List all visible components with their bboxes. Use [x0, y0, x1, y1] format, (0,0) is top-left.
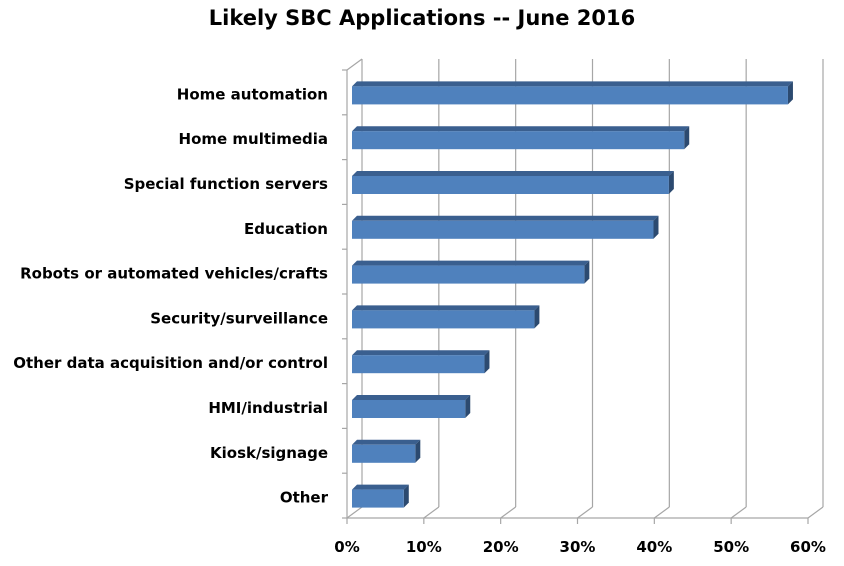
x-tick-label: 0%: [334, 538, 359, 556]
bar-side: [653, 215, 659, 239]
bar-top: [352, 395, 471, 400]
side-wall-top: [346, 58, 363, 71]
floor-gridline: [653, 506, 670, 519]
bar-side: [668, 171, 674, 194]
bar-side: [415, 439, 421, 463]
floor-gridline: [730, 506, 747, 519]
bar-side: [484, 350, 490, 374]
floor-gridline: [807, 506, 824, 519]
category-label: Special function servers: [124, 175, 328, 193]
x-tick-label: 50%: [713, 538, 749, 556]
bar-top: [352, 484, 409, 490]
x-tick-label: 30%: [560, 538, 596, 556]
bar: [352, 400, 466, 418]
floor-gridline: [577, 506, 593, 519]
category-label: Other data acquisition and/or control: [13, 354, 328, 372]
floor-gridline: [346, 506, 363, 519]
chart-title: Likely SBC Applications -- June 2016: [208, 6, 636, 30]
bar: [352, 220, 654, 239]
category-label: HMI/industrial: [208, 399, 328, 417]
bar: [352, 310, 535, 329]
bar-side: [534, 305, 540, 329]
x-tick-label: 20%: [483, 538, 519, 556]
bar: [352, 131, 685, 150]
bar: [352, 176, 669, 194]
bar: [352, 444, 416, 463]
bar-side: [787, 81, 793, 105]
bar-top: [352, 305, 540, 311]
bar-top: [352, 126, 690, 132]
bar: [352, 355, 485, 374]
bar-top: [352, 81, 793, 87]
floor-gridline: [423, 506, 440, 519]
bar: [352, 86, 788, 105]
x-tick-label: 60%: [790, 538, 826, 556]
bar-side: [584, 260, 590, 284]
category-label: Home multimedia: [179, 130, 328, 148]
bar-top: [352, 439, 421, 445]
category-label: Education: [244, 220, 328, 238]
bar-side: [465, 395, 471, 418]
category-label: Kiosk/signage: [210, 444, 328, 462]
bar-top: [352, 215, 659, 221]
category-label: Home automation: [177, 85, 328, 103]
bar: [352, 265, 585, 284]
x-tick-label: 40%: [636, 538, 672, 556]
bar-top: [352, 171, 674, 176]
bar-side: [684, 126, 690, 150]
category-label: Robots or automated vehicles/crafts: [20, 265, 328, 283]
bar-top: [352, 260, 590, 266]
x-tick-label: 10%: [406, 538, 442, 556]
category-label: Security/surveillance: [150, 309, 328, 327]
floor-gridline: [500, 506, 517, 519]
category-label: Other: [280, 489, 329, 507]
bar-top: [352, 350, 490, 356]
bar-side: [403, 484, 409, 508]
bar: [352, 489, 404, 508]
